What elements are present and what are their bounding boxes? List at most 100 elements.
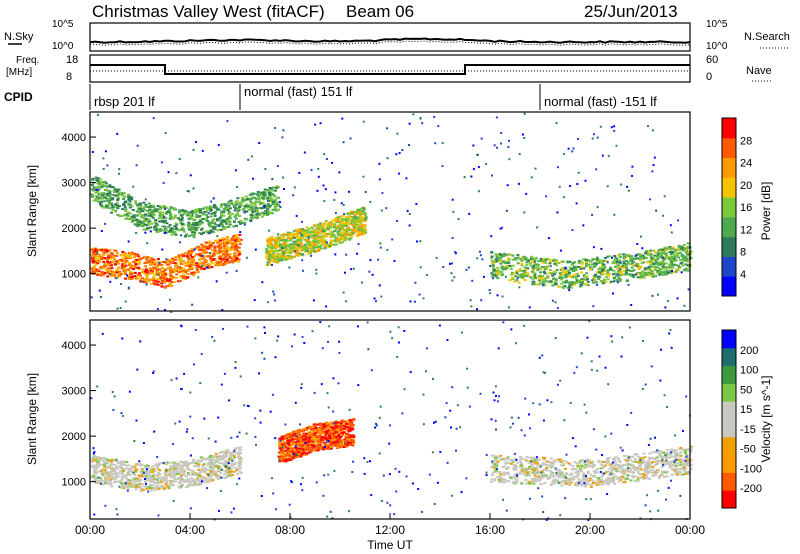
heat-cell [290,247,293,249]
heat-cell [530,260,534,263]
heat-cell [98,196,102,198]
heat-cell [592,279,596,282]
heat-noise-cell [591,279,594,282]
heat-cell [353,213,357,216]
heat-cell [115,467,119,470]
heat-cell [296,251,300,254]
heat-cell [164,462,168,465]
heat-noise-cell [164,208,167,210]
heat-cell [304,229,308,232]
heat-cell [151,268,155,271]
heat-cell [163,472,167,475]
heat-noise-cell [254,248,257,251]
heat-noise-cell [596,283,598,286]
heat-cell [553,263,557,265]
heat-cell [562,287,566,289]
heat-cell [498,259,502,262]
heat-cell [170,268,174,271]
heat-cell [346,223,350,226]
heat-noise-cell [164,308,167,311]
heat-noise-cell [97,113,99,116]
heat-cell [307,233,311,236]
heat-noise-cell [523,211,526,214]
heat-noise-cell [518,286,521,289]
heat-noise-cell [556,211,559,214]
heat-cell [162,217,166,220]
heat-cell [541,261,545,264]
heat-noise-cell [109,273,112,276]
heat-cell [183,210,187,213]
heat-cell [508,279,512,282]
heat-cell [236,197,240,200]
heat-cell [279,253,283,256]
heat-cell [210,472,214,475]
heat-cell [491,264,495,267]
heat-cell [140,474,143,477]
heat-cell [108,201,112,204]
heat-noise-cell [442,266,445,268]
heat-cell [295,236,299,239]
heat-cell [284,233,288,236]
heat-cell [675,254,679,257]
heat-cell [492,273,496,276]
heat-cell [101,183,105,186]
heat-cell [326,225,329,228]
heat-cell [195,215,199,218]
heat-cell [333,230,336,233]
heat-cell [107,267,111,270]
heat-cell [670,258,674,261]
heat-cell [234,201,238,204]
heat-cell [165,206,169,209]
heat-cell [96,273,100,276]
heat-noise-cell [600,247,603,250]
heat-noise-cell [218,224,221,227]
heat-cell [218,239,222,242]
heat-noise-cell [465,268,468,271]
heat-cell [168,468,172,471]
heat-cell [139,485,143,488]
heat-cell [95,179,99,182]
heat-cell [287,252,291,255]
heat-cell [124,259,128,262]
heat-cell [150,267,154,270]
heat-cell [174,268,177,271]
heat-cell [109,471,113,474]
heat-noise-cell [525,192,528,195]
heat-cell [357,208,361,211]
heat-noise-cell [505,209,508,212]
heat-cell [127,196,130,198]
heat-cell [498,256,502,259]
heat-cell [296,229,300,232]
heat-cell [244,218,248,221]
heat-cell [186,272,190,275]
heat-cell [119,467,123,470]
heat-cell [683,257,687,260]
heat-cell [250,202,254,205]
heat-cell [273,254,276,257]
noise-right-label: N.Search [744,31,790,43]
heat-cell [196,465,200,468]
heat-cell [196,262,200,265]
heat-noise-cell [205,266,208,269]
heat-cell [676,247,680,250]
heat-cell [275,257,279,260]
heat-noise-cell [491,277,494,280]
heat-cell [230,202,234,205]
heat-cell [233,247,237,250]
heat-cell [169,284,173,287]
heat-noise-cell [263,205,266,208]
heat-cell [181,209,185,212]
heat-cell [91,195,94,198]
heat-noise-cell [104,222,107,225]
heat-cell [593,274,597,277]
heat-cell [271,259,275,262]
heat-noise-cell [317,175,320,178]
heat-cell [637,267,641,270]
heat-cell [204,471,207,474]
heat-noise-cell [635,254,638,257]
heat-cell [123,266,127,268]
heat-cell [92,256,96,259]
heat-cell [201,267,205,270]
heat-cell [122,470,126,473]
heat-cell [110,211,113,214]
